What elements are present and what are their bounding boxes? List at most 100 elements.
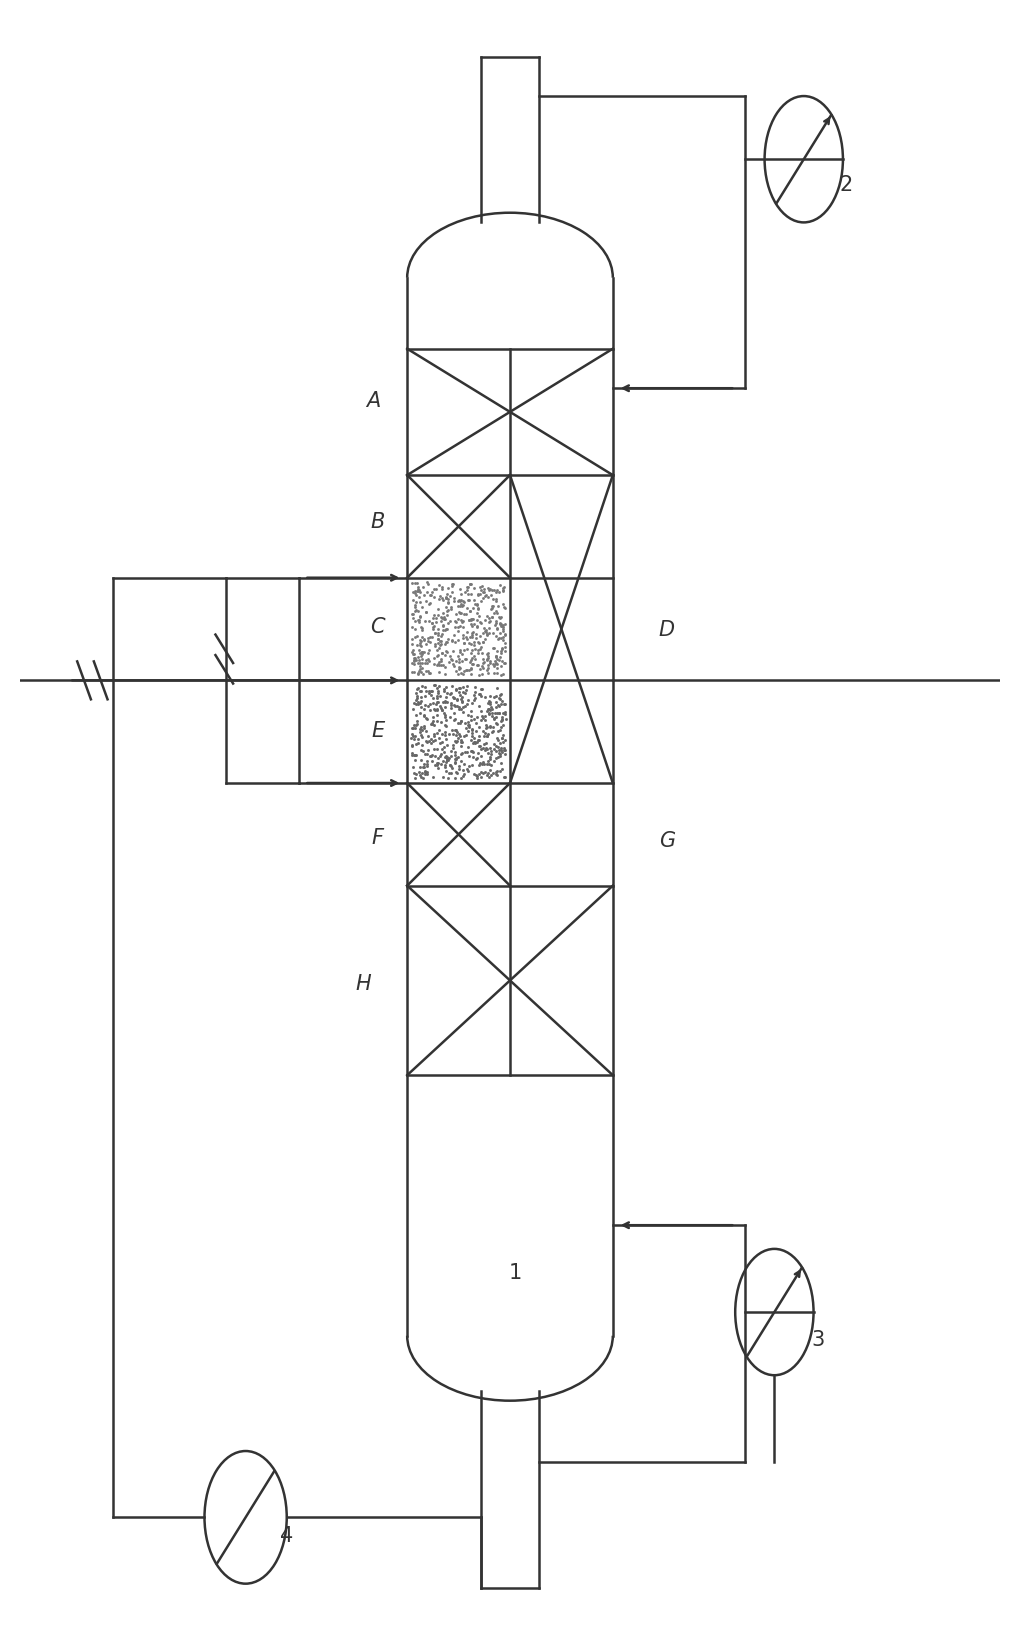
Point — [480, 609, 496, 635]
Point — [414, 755, 430, 781]
Point — [425, 707, 441, 734]
Point — [496, 737, 513, 763]
Point — [462, 571, 478, 597]
Point — [437, 584, 453, 610]
Point — [449, 661, 466, 688]
Point — [413, 717, 429, 744]
Point — [482, 581, 498, 607]
Point — [436, 642, 452, 668]
Point — [489, 744, 505, 770]
Point — [411, 637, 427, 663]
Point — [420, 648, 436, 674]
Point — [482, 576, 498, 602]
Point — [478, 752, 494, 778]
Point — [408, 742, 424, 768]
Point — [462, 702, 478, 729]
Point — [409, 707, 425, 734]
Point — [463, 727, 479, 753]
Point — [421, 582, 437, 609]
Point — [431, 627, 447, 653]
Point — [455, 589, 472, 615]
Point — [446, 742, 463, 768]
Point — [468, 717, 484, 744]
Point — [433, 640, 449, 666]
Point — [424, 623, 440, 650]
Point — [476, 579, 492, 605]
Point — [460, 574, 476, 600]
Point — [476, 625, 492, 651]
Point — [477, 619, 493, 645]
Point — [463, 640, 479, 666]
Point — [492, 737, 508, 763]
Point — [473, 706, 489, 732]
Point — [425, 696, 441, 722]
Point — [479, 646, 495, 673]
Point — [446, 614, 463, 640]
Point — [429, 745, 445, 772]
Point — [469, 591, 485, 617]
Point — [425, 612, 441, 638]
Point — [487, 643, 503, 670]
Point — [412, 627, 428, 653]
Point — [405, 714, 421, 740]
Point — [449, 614, 466, 640]
Point — [434, 614, 450, 640]
Point — [443, 744, 460, 770]
Point — [478, 646, 494, 673]
Point — [447, 745, 464, 772]
Point — [474, 760, 490, 786]
Point — [420, 693, 436, 719]
Point — [472, 735, 488, 762]
Point — [458, 594, 474, 620]
Point — [460, 688, 476, 714]
Point — [404, 571, 420, 597]
Point — [487, 597, 503, 623]
Point — [423, 725, 439, 752]
Point — [406, 577, 422, 604]
Point — [405, 579, 421, 605]
Point — [482, 696, 498, 722]
Point — [464, 737, 480, 763]
Point — [493, 640, 510, 666]
Point — [465, 610, 481, 637]
Point — [429, 750, 445, 776]
Point — [438, 758, 454, 785]
Point — [461, 656, 477, 683]
Point — [475, 620, 491, 646]
Point — [475, 735, 491, 762]
Point — [473, 577, 489, 604]
Point — [418, 729, 434, 755]
Point — [424, 610, 440, 637]
Point — [405, 586, 421, 612]
Point — [479, 656, 495, 683]
Point — [407, 747, 423, 773]
Point — [488, 762, 504, 788]
Point — [453, 592, 470, 619]
Point — [449, 619, 466, 645]
Point — [435, 651, 451, 678]
Point — [418, 678, 434, 704]
Point — [481, 763, 497, 790]
Point — [428, 609, 444, 635]
Point — [494, 729, 511, 755]
Point — [483, 696, 499, 722]
Point — [452, 747, 469, 773]
Point — [405, 651, 421, 678]
Point — [469, 592, 485, 619]
Point — [452, 660, 469, 686]
Point — [494, 614, 511, 640]
Point — [458, 656, 474, 683]
Point — [443, 646, 460, 673]
Point — [422, 589, 438, 615]
Point — [437, 674, 453, 701]
Point — [452, 696, 469, 722]
Point — [434, 763, 450, 790]
Point — [452, 727, 469, 753]
Point — [419, 740, 435, 767]
Point — [438, 586, 454, 612]
Point — [492, 610, 508, 637]
Point — [405, 637, 421, 663]
Point — [449, 627, 466, 653]
Point — [490, 701, 506, 727]
Point — [436, 712, 452, 739]
